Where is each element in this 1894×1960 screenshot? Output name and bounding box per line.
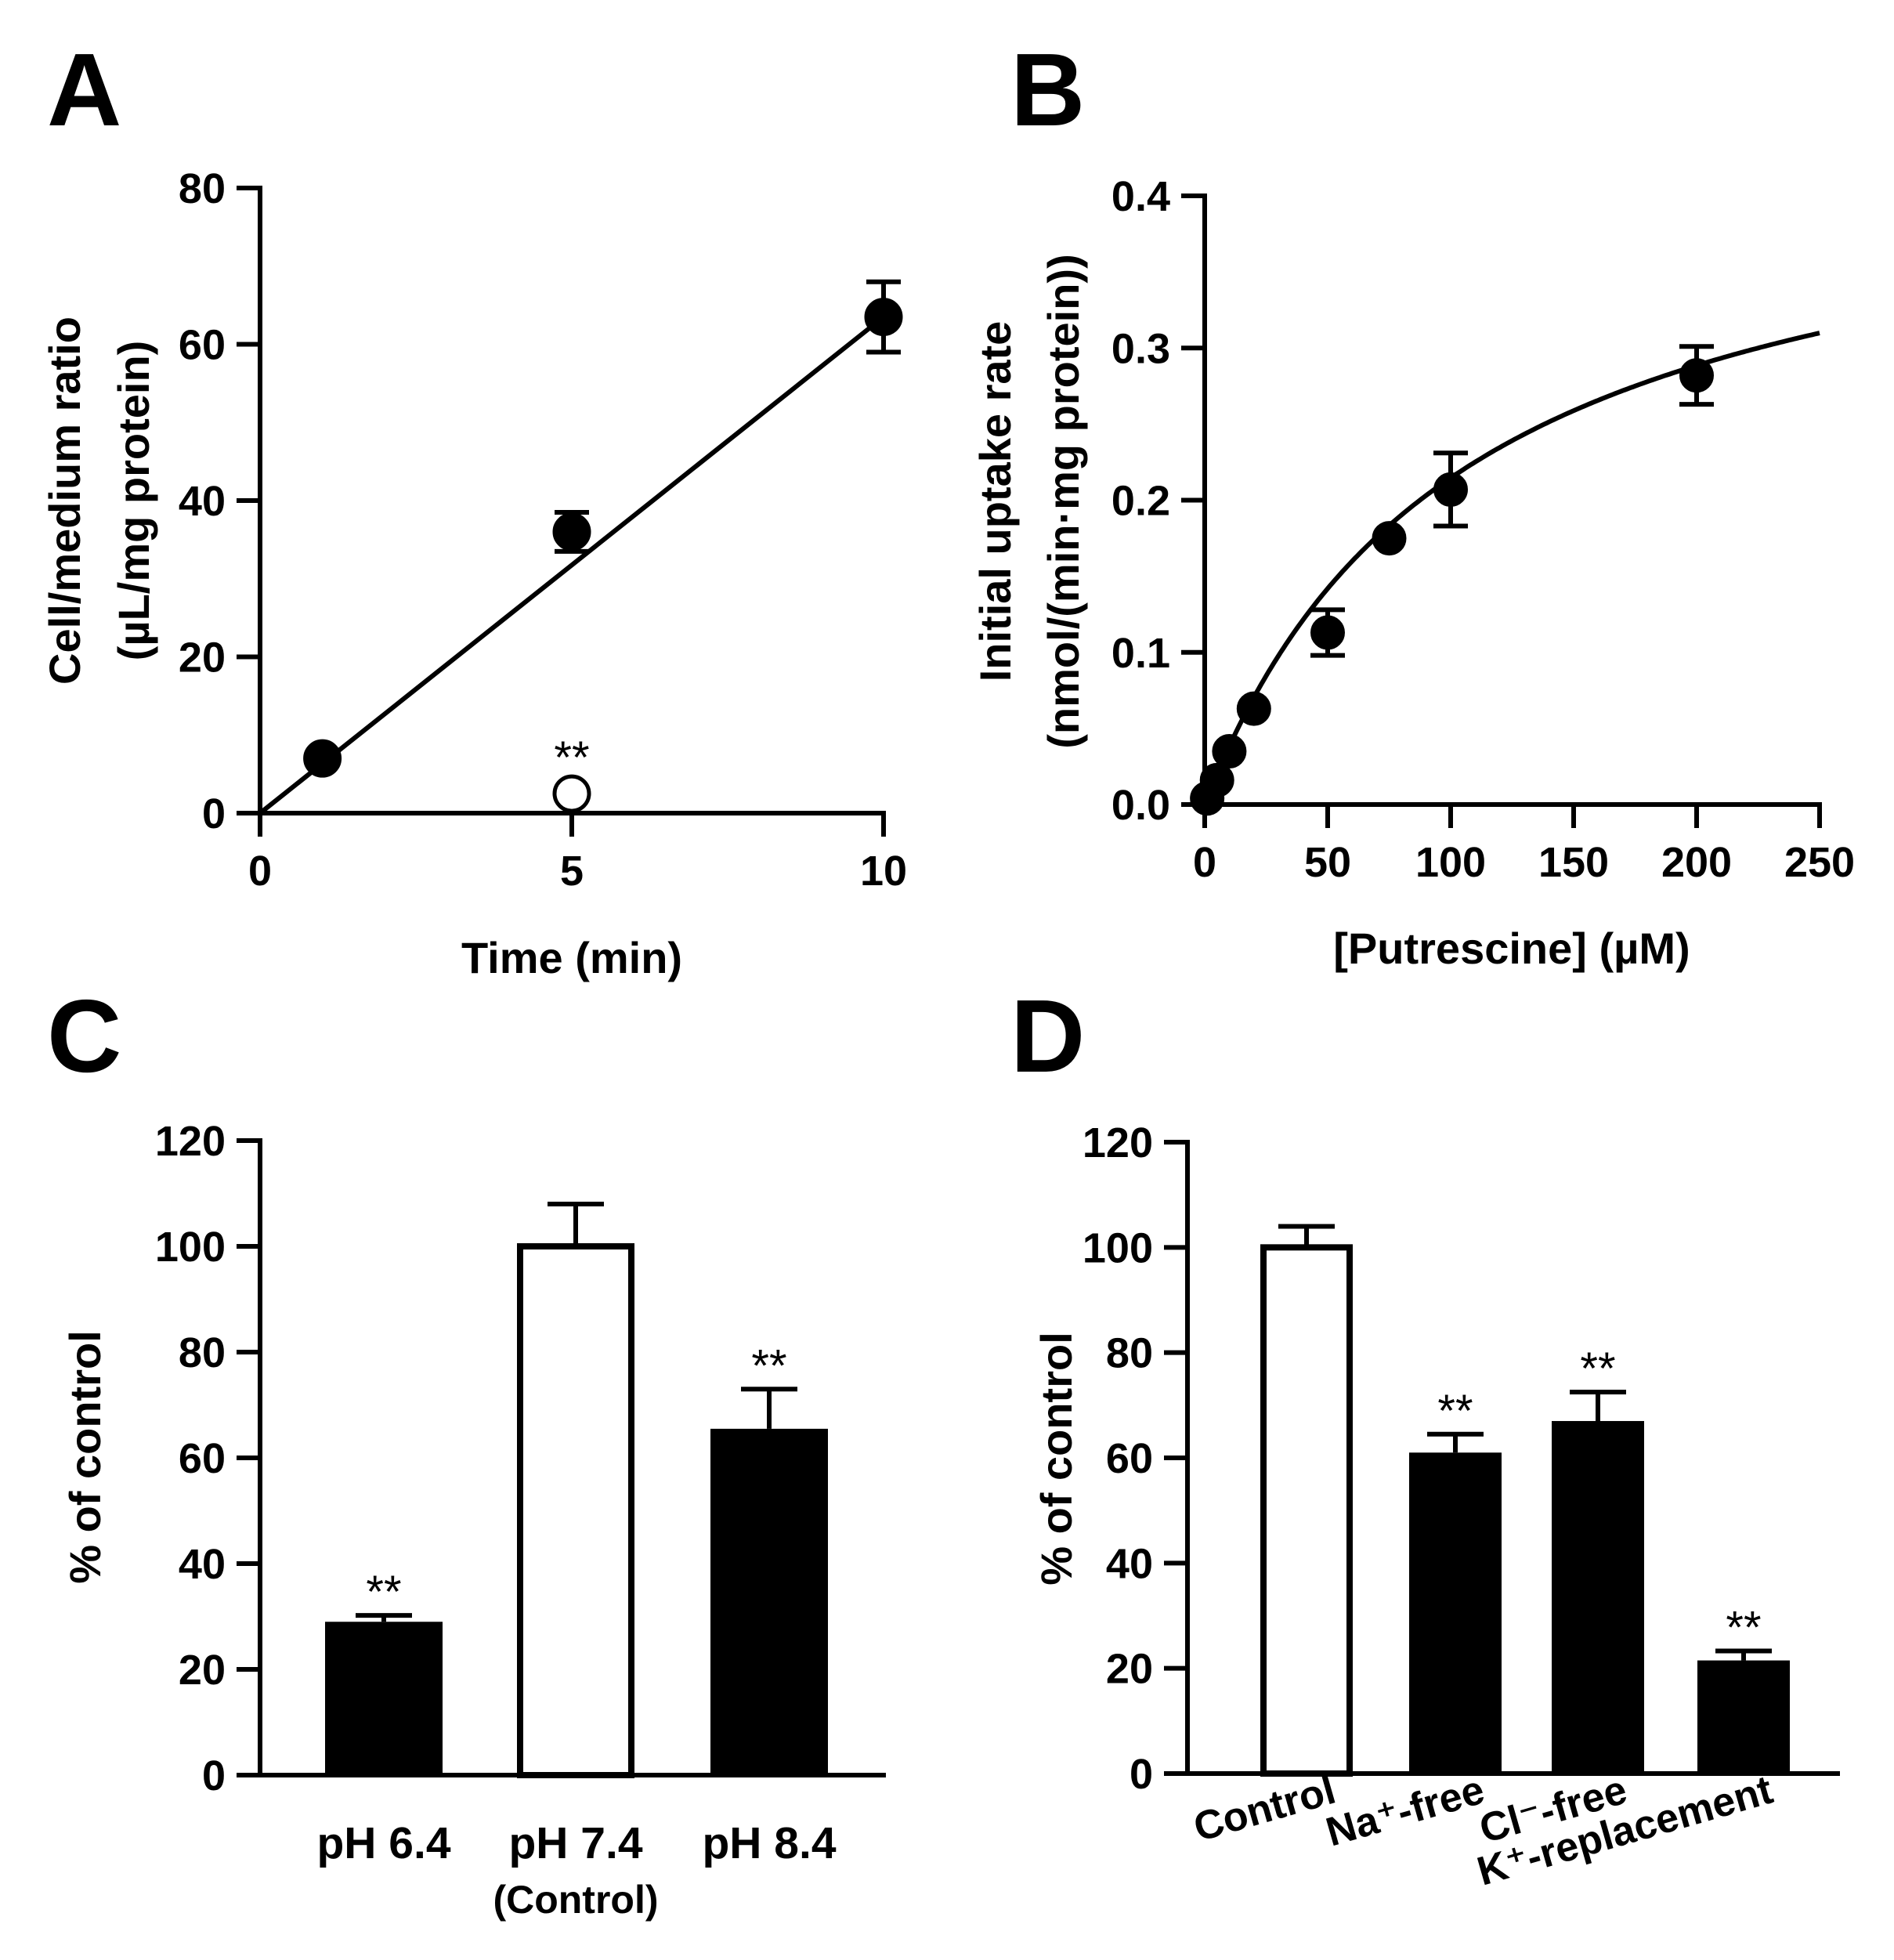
y-tick-label-a: 80 [179, 165, 226, 212]
y-tick-label-c: 60 [179, 1435, 226, 1482]
data-point-a [552, 512, 591, 551]
category-label-c: pH 6.4 [316, 1818, 450, 1868]
data-point-b [1679, 358, 1714, 393]
data-point-b [1433, 472, 1468, 507]
x-tick-label-b: 0 [1193, 839, 1216, 886]
y-tick-label-d: 60 [1106, 1435, 1153, 1482]
y-tick-label-c: 100 [155, 1224, 226, 1271]
fit-curve-b [1202, 331, 1820, 806]
y-tick-label-d: 100 [1083, 1224, 1153, 1271]
data-point-b [1310, 615, 1345, 650]
bar-d [1260, 1244, 1353, 1777]
panel-a: A 0 20 40 60 80 0 5 10 ** Time (min) Cell/medi… [40, 32, 907, 982]
y-tick-label-a: 60 [179, 322, 226, 369]
y-tick-label-c: 0 [202, 1752, 226, 1799]
x-tick-label-a: 10 [860, 848, 907, 895]
fit-line-a [258, 315, 885, 815]
x-tick-label-b: 150 [1538, 839, 1609, 886]
y-tick-label-d: 20 [1106, 1646, 1153, 1693]
x-axis-title-b: [Putrescine] (µM) [1333, 924, 1690, 973]
data-point-a [303, 739, 342, 778]
data-point-b [1199, 762, 1234, 797]
category-labels-c: pH 6.4 pH 7.4 (Control) pH 8.4 [316, 1818, 836, 1922]
y-tick-label-d: 0 [1130, 1751, 1153, 1798]
y-axis-title-a-line2: (µL/mg protein) [109, 341, 158, 661]
bars-c: ** ** [325, 1202, 828, 1778]
y-ticks-b: 0.0 0.1 0.2 0.3 0.4 [1111, 173, 1205, 829]
bars-d: ** ** ** [1260, 1224, 1790, 1777]
panel-label-b: B [1010, 32, 1085, 147]
significance-marker-d: ** [1437, 1386, 1473, 1437]
data-point-b [1212, 734, 1247, 769]
panel-label-a: A [47, 32, 121, 147]
y-tick-label-c: 120 [155, 1118, 226, 1165]
data-points-b [1190, 344, 1714, 816]
bar-d [1697, 1660, 1790, 1774]
significance-marker-a: ** [554, 732, 589, 783]
x-ticks-b: 0 50 100 150 200 250 [1193, 805, 1855, 886]
x-tick-label-b: 250 [1784, 839, 1855, 886]
y-tick-label-d: 120 [1083, 1119, 1153, 1166]
y-axis-title-d: % of control [1032, 1332, 1081, 1586]
y-tick-label-b: 0.2 [1111, 478, 1170, 525]
y-tick-label-c: 80 [179, 1329, 226, 1376]
y-tick-label-c: 20 [179, 1647, 226, 1694]
x-tick-label-b: 100 [1415, 839, 1486, 886]
y-tick-label-a: 20 [179, 635, 226, 682]
y-axis-title-b-line2: (nmol/(min·mg protein)) [1039, 254, 1088, 748]
y-axis-title-a-line1: Cell/medium ratio [40, 316, 89, 685]
x-tick-label-b: 50 [1304, 839, 1351, 886]
category-label-c: pH 7.4 [508, 1818, 642, 1868]
y-tick-label-a: 40 [179, 478, 226, 525]
panel-label-d: D [1010, 978, 1085, 1094]
y-axis-title-c: % of control [60, 1330, 110, 1584]
data-points-a: ** [303, 279, 903, 813]
y-tick-label-d: 40 [1106, 1540, 1153, 1587]
panel-b: B 0.0 0.1 0.2 0.3 0.4 0 50 100 150 200 250 [Putre… [970, 32, 1855, 973]
x-axis-title-a: Time (min) [461, 933, 682, 982]
significance-marker-c: ** [366, 1567, 401, 1618]
data-point-a [864, 298, 903, 337]
significance-marker-c: ** [751, 1340, 786, 1391]
bar-d [1552, 1420, 1644, 1774]
x-tick-label-a: 0 [248, 848, 272, 895]
bar-d [1409, 1452, 1502, 1774]
data-point-b [1372, 521, 1407, 556]
y-ticks-a: 0 20 40 60 80 [179, 165, 260, 837]
y-tick-label-b: 0.0 [1111, 782, 1170, 829]
bar-c [325, 1622, 443, 1775]
x-tick-label-a: 5 [560, 848, 584, 895]
data-point-open-a [552, 774, 591, 813]
panel-d: D 0 20 40 60 80 100 120 ** ** ** ControlNa⁺-free… [1010, 978, 1840, 1895]
bar-c [710, 1428, 828, 1775]
y-tick-label-b: 0.1 [1111, 630, 1170, 677]
data-point-b [1236, 691, 1271, 726]
y-ticks-c: 0 20 40 60 80 100 120 [155, 1118, 260, 1799]
y-ticks-d: 0 20 40 60 80 100 120 [1083, 1119, 1187, 1798]
y-tick-label-b: 0.3 [1111, 325, 1170, 372]
x-tick-label-b: 200 [1661, 839, 1732, 886]
significance-marker-d: ** [1580, 1343, 1615, 1394]
y-tick-label-a: 0 [202, 790, 226, 837]
category-sublabel-c: (Control) [493, 1878, 658, 1922]
significance-marker-d: ** [1726, 1603, 1761, 1654]
y-axis-title-b-line1: Initial uptake rate [970, 321, 1020, 682]
y-tick-label-d: 80 [1106, 1330, 1153, 1377]
y-tick-label-c: 40 [179, 1541, 226, 1588]
y-tick-label-b: 0.4 [1111, 173, 1170, 220]
bar-c [517, 1243, 634, 1778]
category-label-c: pH 8.4 [702, 1818, 836, 1868]
category-label-d: Control [1189, 1767, 1341, 1851]
panel-c: C 0 20 40 60 80 100 120 ** ** pH 6.4 pH 7.4 (Cont… [47, 978, 886, 1922]
x-ticks-a: 0 5 10 [248, 813, 907, 895]
category-label-d: Na⁺-free [1321, 1767, 1490, 1856]
panel-label-c: C [47, 978, 121, 1094]
